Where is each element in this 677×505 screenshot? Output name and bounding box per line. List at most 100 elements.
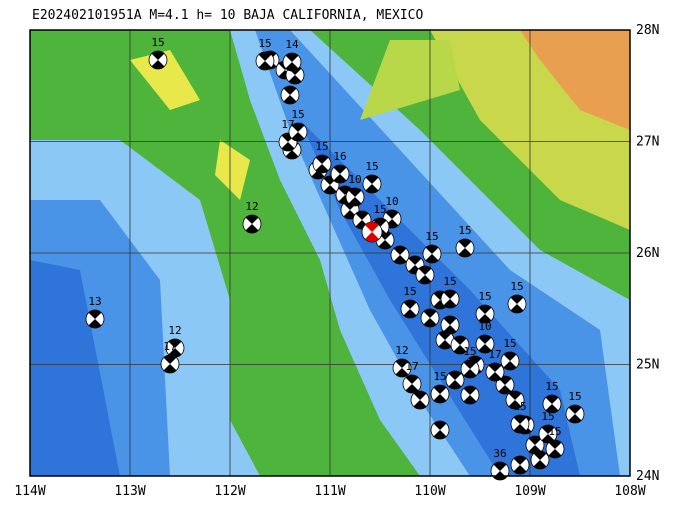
focal-mechanism [392,358,412,378]
ball-quadrant [395,359,409,368]
ball-quadrant [281,142,295,151]
focal-mechanism [510,455,530,475]
ball-quadrant [333,174,347,183]
ball-quadrant [311,170,325,179]
ball-quadrant [533,460,547,469]
ball-quadrant [423,318,437,327]
ball-quadrant [463,360,477,369]
focal-mechanism [400,299,420,319]
focal-mechanism [288,122,308,142]
lat-label: 25N [636,358,659,373]
ball-quadrant [285,53,299,62]
focal-mechanism [362,174,382,194]
focal-mechanism [430,420,450,440]
ball-quadrant [478,305,492,314]
depth-label: 15 [315,140,328,153]
ball-quadrant [418,275,432,284]
depth-label: 12 [395,344,408,357]
ball-quadrant [448,380,462,389]
ball-quadrant [510,304,524,313]
title: E202402101951A M=4.1 h= 10 BAJA CALIFORN… [32,8,424,23]
ball-quadrant [393,246,407,255]
ball-quadrant [443,316,457,325]
ball-quadrant [291,132,305,141]
depth-label: 15 [478,290,491,303]
ball-quadrant [405,384,419,393]
ball-quadrant [545,395,559,404]
ball-quadrant [541,425,555,434]
focal-mechanism [565,404,585,424]
ball-quadrant [548,440,562,449]
depth-label: 15 [568,390,581,403]
ball-quadrant [488,363,502,372]
ball-quadrant [453,336,467,345]
ball-quadrant [283,86,297,95]
focal-mechanism [505,390,525,410]
ball-quadrant [513,424,527,433]
ball-quadrant [333,165,347,174]
lon-label: 111W [314,484,345,499]
ball-quadrant [348,188,362,197]
depth-label: 17 [488,348,501,361]
ball-quadrant [365,184,379,193]
ball-quadrant [433,421,447,430]
focal-mechanism [455,238,475,258]
ball-quadrant [568,405,582,414]
lon-label: 108W [614,484,645,499]
lat-label: 26N [636,246,659,261]
lon-label: 114W [14,484,45,499]
depth-label: 15 [541,410,554,423]
ball-quadrant [288,75,302,84]
ball-quadrant [478,335,492,344]
depth-label: 14 [285,38,299,51]
focal-mechanism [460,359,480,379]
focal-mechanism [255,51,275,71]
ball-quadrant [168,348,182,357]
focal-mechanism [475,304,495,324]
depth-label: 15 [425,230,438,243]
focal-mechanism [500,351,520,371]
ball-quadrant [458,248,472,257]
ball-quadrant [513,415,527,424]
ball-quadrant [385,210,399,219]
ball-quadrant [568,414,582,423]
depth-label: 15 [458,224,471,237]
ball-quadrant [443,299,457,308]
ball-quadrant [285,150,299,159]
ball-quadrant [463,386,477,395]
focal-mechanism [545,439,565,459]
ball-quadrant [151,51,165,60]
ball-quadrant [448,371,462,380]
ball-quadrant [323,185,337,194]
depth-label: 36 [493,447,506,460]
focal-mechanism [330,164,350,184]
lon-label: 112W [214,484,245,499]
ball-quadrant [405,375,419,384]
depth-label: 12 [168,324,181,337]
focal-mechanism [280,85,300,105]
ball-quadrant [548,449,562,458]
ball-quadrant [315,155,329,164]
ball-quadrant [425,245,439,254]
focal-mechanism [510,414,530,434]
ball-quadrant [355,211,369,220]
lat-label: 27N [636,135,659,150]
focal-mechanism [148,50,168,70]
lon-label: 109W [514,484,545,499]
ball-quadrant [433,394,447,403]
ball-quadrant [503,361,517,370]
focal-mechanism [490,461,510,481]
ball-quadrant [425,254,439,263]
ball-quadrant [403,300,417,309]
focal-mechanism [450,335,470,355]
ball-quadrant [365,175,379,184]
ball-quadrant [258,61,272,70]
depth-label: 15 [291,108,304,121]
ball-quadrant [408,256,422,265]
main-event [361,221,383,243]
depth-label: 15 [258,37,271,50]
ball-quadrant [433,385,447,394]
ball-quadrant [151,60,165,69]
ball-quadrant [315,164,329,173]
